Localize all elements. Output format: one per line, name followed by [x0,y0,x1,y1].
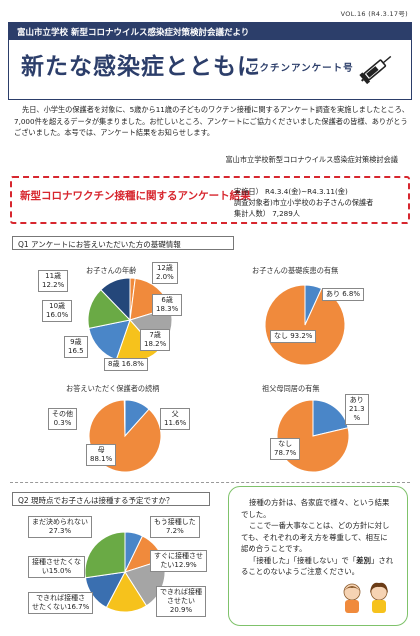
pie-slice-1-1 [264,284,346,366]
label-grandparent-yes: あり 21.3% [345,394,369,425]
survey-count: 集計人数） 7,289人 [234,209,300,218]
banner-body: 新たな感染症とともに ワクチンアンケート号 [9,40,411,98]
label-disease-yes: あり 6.8% [322,288,365,301]
message-p2: ここで一番大事なことは、どの方針に対しても、それぞれの考え方を尊重して、相互に認… [241,521,390,553]
label-grandparent-no: なし 78.7% [270,438,301,460]
label-age-11: 11歳 12.2% [38,270,69,292]
label-intent-done: もう接種した 7.2% [150,516,200,538]
message-p3: 「接種した」「接種しない」で「差別」されることのないようご注意ください。 [241,555,394,577]
label-intent-undecided: まだ決められない 27.3% [28,516,92,538]
label-disease-no: なし 93.2% [270,330,317,343]
intro-paragraph: 先日、小学生の保護者を対象に、5歳から11歳の子どものワクチン接種に関するアンケ… [14,105,409,137]
label-age-6: 6歳 18.3% [152,294,183,316]
q1-heading: Q1 アンケートにお答えいただいた方の基礎情報 [12,236,234,250]
label-intent-no: 接種させたくな い15.0% [28,556,85,578]
section-divider [10,482,410,483]
banner-org-line: 富山市立学校 新型コロナウイルス感染症対策検討会議だより [9,23,411,40]
survey-summary-box: 新型コロナワクチン接種に関するアンケート結果 実施日） R4.3.4(金)~R4… [10,176,410,224]
label-intent-prefer: できれば接種 させたい 20.9% [156,586,206,617]
newsletter-banner: 富山市立学校 新型コロナウイルス感染症対策検討会議だより 新たな感染症とともに … [8,22,412,100]
label-intent-prefer-not: できれば接種さ せたくない16.7% [28,592,94,614]
survey-info: 実施日） R4.3.4(金)~R4.3.11(金) 調査対象者)市立小学校のお子… [234,186,373,219]
pie-slice-2-2 [123,399,126,437]
newsletter-subtitle: ワクチンアンケート号 [249,63,354,74]
survey-target: 調査対象者)市立小学校のお子さんの保護者 [234,198,374,207]
pie-slice-0-6 [100,277,131,322]
syringe-icon [359,55,392,85]
survey-period: 実施日） R4.3.4(金)~R4.3.11(金) [234,187,348,196]
volume-number: VOL.16 (R4.3.17号) [340,10,408,18]
label-guardian-other: その他 0.3% [48,408,77,430]
label-age-7: 7歳 18.2% [140,329,171,351]
signature: 富山市立学校新型コロナウイルス感染症対策検討会議 [225,155,398,164]
chart-age-title: お子さんの年齢 [86,266,137,275]
label-age-8: 8歳 16.8% [104,358,148,371]
survey-title: 新型コロナワクチン接種に関するアンケート結果 [20,190,251,202]
label-age-9: 9歳 16.5 [64,336,88,358]
pie-slice-3-0 [312,399,349,437]
emphasis-text: 差別 [356,555,371,565]
pie-slice-4-5 [84,531,126,579]
q2-heading: Q2 現時点でお子さんは接種する予定ですか？ [12,492,210,506]
chart-grandparent-title: 祖父母同居の有無 [262,384,320,393]
label-intent-asap: すぐに接種させ たい12.9% [150,550,207,572]
label-guardian-mother: 母 88.1% [86,444,117,466]
message-box: 接種の方針は、各家庭で様々、という結果でした。 ここで一番大事なことは、どの方針… [228,486,408,626]
chart-guardian-title: お答えいただく保護者の続柄 [66,384,160,393]
label-age-12: 12歳 2.0% [152,262,178,284]
chart-disease-title: お子さんの基礎疾患の有無 [252,266,339,275]
message-p1: 接種の方針は、各家庭で様々、という結果でした。 [241,498,390,519]
chart-disease [264,284,346,366]
label-age-10: 10歳 16.0% [42,300,73,322]
chart-intent [84,531,166,613]
children-icon [343,582,388,613]
newsletter-title: 新たな感染症とともに [21,54,261,80]
label-guardian-father: 父 11.6% [160,408,191,430]
